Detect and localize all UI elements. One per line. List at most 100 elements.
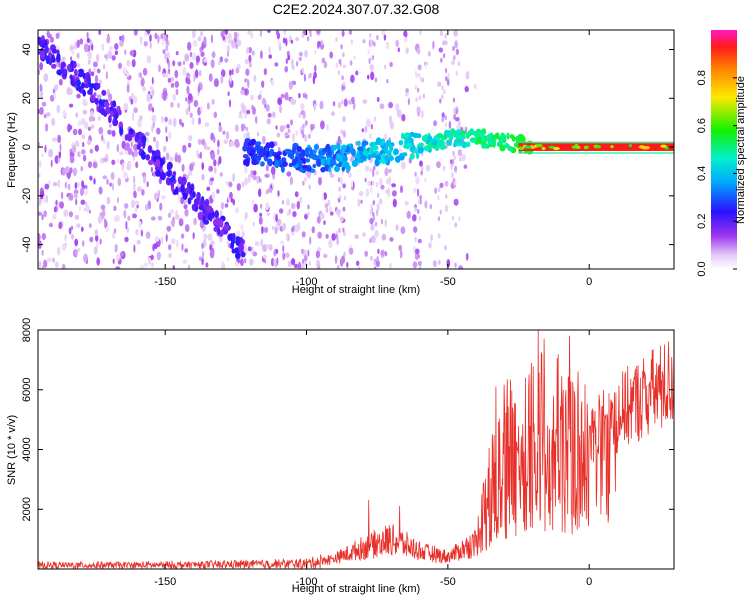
spectral-blob	[252, 170, 257, 176]
spectral-blob	[323, 253, 328, 258]
spectral-blob	[386, 150, 392, 157]
spectral-blob	[114, 216, 118, 222]
spectral-blob	[174, 154, 179, 163]
spectral-blob	[189, 51, 193, 58]
spectral-blob	[68, 227, 72, 235]
spectral-blob	[64, 233, 67, 242]
spectral-blob	[133, 95, 138, 104]
y-tick-label: 8000	[21, 318, 33, 342]
spectral-blob	[282, 37, 286, 44]
spectral-blob	[259, 212, 263, 217]
spectral-blob	[164, 116, 168, 123]
spectral-blob	[128, 128, 134, 135]
spectral-blob	[79, 38, 84, 45]
spectral-blob	[219, 219, 224, 228]
spectral-blob	[83, 253, 88, 263]
spectral-blob	[141, 135, 147, 144]
spectral-blob	[172, 93, 176, 101]
spectral-blob	[419, 199, 422, 205]
spectral-blob	[238, 243, 245, 252]
spectral-blob	[442, 40, 445, 46]
spectral-blob	[185, 97, 188, 102]
spectral-blob	[134, 200, 139, 206]
spectral-blob	[280, 165, 285, 173]
spectral-blob	[317, 40, 321, 48]
spectral-blob	[419, 30, 422, 36]
spectral-blob	[114, 43, 119, 50]
spectral-blob	[432, 140, 439, 146]
spectral-blob	[287, 54, 291, 61]
spectrogram-x-label: Height of straight line (km)	[292, 284, 420, 296]
spectral-blob	[436, 161, 441, 169]
spectral-blob	[660, 144, 667, 148]
spectral-blob	[129, 50, 135, 56]
spectral-blob	[231, 40, 236, 49]
spectral-blob	[156, 127, 161, 135]
spectral-blob	[98, 186, 103, 195]
spectral-blob	[454, 117, 460, 122]
spectral-blob	[321, 193, 325, 202]
spectral-blob	[308, 184, 311, 190]
spectral-blob	[329, 51, 334, 59]
spectral-blob	[198, 256, 202, 262]
spectral-blob	[62, 109, 67, 118]
snr-x-ticks: -150 -100 -50 0	[154, 330, 592, 588]
spectral-blob	[213, 78, 219, 88]
spectral-blob	[193, 74, 196, 83]
spectral-blob	[290, 202, 296, 210]
spectral-blob	[341, 144, 347, 151]
spectral-blob	[217, 139, 220, 148]
spectral-blob	[210, 240, 215, 246]
spectral-blob	[94, 74, 99, 84]
spectral-blob	[84, 83, 90, 89]
spectral-blob	[182, 259, 188, 265]
spectral-blob	[440, 57, 443, 63]
spectral-blob	[54, 155, 59, 164]
spectral-blob	[412, 261, 418, 269]
spectral-blob	[340, 44, 343, 50]
spectral-blob	[228, 181, 233, 188]
spectral-blob	[133, 175, 136, 185]
spectral-blob	[184, 224, 190, 233]
spectral-blob	[291, 227, 295, 232]
spectral-blob	[428, 241, 432, 249]
spectral-blob	[298, 152, 304, 159]
spectral-blob	[267, 112, 272, 118]
spectral-blob	[304, 147, 310, 156]
spectral-blob	[275, 155, 282, 161]
spectral-blob	[380, 184, 385, 190]
spectral-blob	[193, 99, 199, 108]
y-tick-label: 2000	[21, 497, 33, 521]
spectral-blob	[350, 148, 356, 156]
spectral-blob	[287, 260, 293, 268]
spectral-blob	[81, 240, 85, 247]
spectral-blob	[387, 168, 392, 173]
spectral-blob	[308, 133, 311, 139]
spectral-blob	[302, 180, 305, 186]
spectral-blob	[298, 93, 301, 99]
spectral-blob	[441, 94, 444, 100]
spectral-blob	[229, 140, 235, 147]
spectral-blob	[370, 235, 376, 243]
spectral-blob	[210, 59, 215, 69]
spectral-blob	[450, 128, 456, 137]
spectral-blob	[201, 42, 205, 51]
spectral-blob	[441, 117, 444, 123]
spectral-blob	[376, 96, 380, 103]
spectral-blob	[303, 73, 306, 82]
spectral-blob	[89, 175, 93, 181]
spectral-blob	[103, 157, 108, 163]
spectral-carrier-edge-bottom	[518, 152, 674, 154]
spectral-blob	[395, 39, 400, 48]
spectral-blob	[402, 152, 408, 157]
spectral-blob	[83, 43, 89, 53]
spectral-blob	[420, 76, 423, 82]
spectral-blob	[180, 233, 185, 239]
spectral-blob	[124, 49, 127, 55]
spectral-blob	[226, 257, 230, 262]
spectrogram-heatmap	[38, 30, 674, 269]
spectral-blob	[211, 51, 216, 59]
spectral-blob	[246, 109, 251, 115]
spectral-blob	[94, 144, 100, 152]
spectral-blob	[184, 248, 189, 253]
